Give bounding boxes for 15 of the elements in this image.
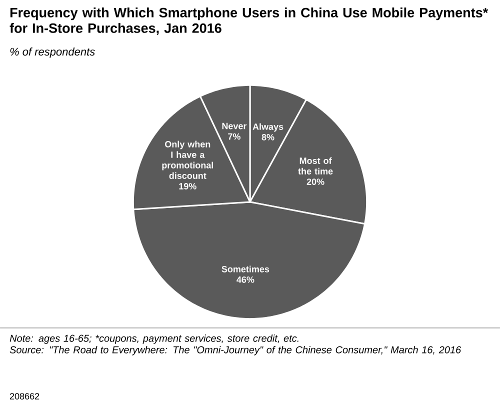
- chart-title: Frequency with Which Smartphone Users in China Use Mobile Payments* for In-Store Purchases, Jan 2016: [10, 8, 488, 35]
- data-label: 19%: [179, 183, 196, 190]
- slice-label: Sometimes: [222, 266, 270, 272]
- text: 208662: [10, 393, 40, 400]
- data-label: 8%: [262, 134, 274, 140]
- slice-label: Never: [222, 122, 247, 130]
- chart-subtitle: % of respondents: [10, 48, 95, 58]
- source-note: Source: "The Road to Everywhere: The "Omni-Journey" of the Chinese Consumer," March 16, 2016: [10, 346, 462, 356]
- data-label: 20%: [306, 178, 324, 185]
- slice-label: Most of the time: [298, 157, 333, 174]
- data-label: 7%: [228, 133, 240, 140]
- slice-label: Only when I have a promotional discount: [162, 140, 214, 179]
- slice-label: Always: [252, 123, 284, 132]
- text: Note: ages 16-65; *coupons, payment services, store credit, etc.: [10, 334, 298, 344]
- data-label: 46%: [236, 276, 254, 283]
